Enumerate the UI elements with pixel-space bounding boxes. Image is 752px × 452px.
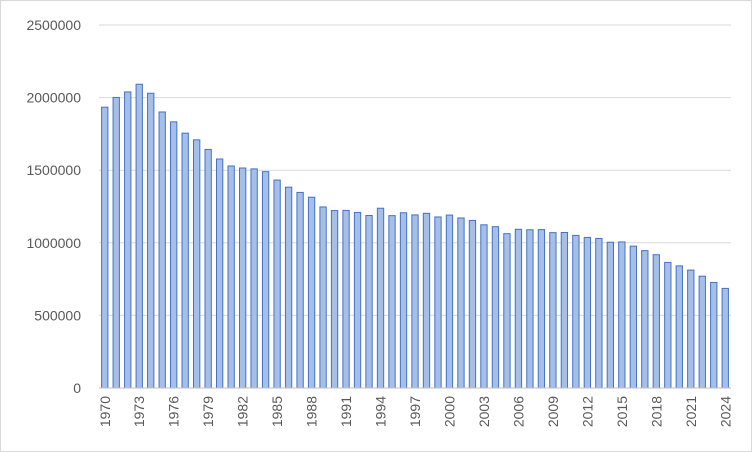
bar-1984 bbox=[261, 171, 270, 389]
y-tick-labels: 0 500000 1000000 1500000 2000000 2500000 bbox=[26, 17, 81, 396]
y-tick-label: 1500000 bbox=[26, 162, 81, 178]
bar-1979 bbox=[204, 148, 212, 389]
x-tick-label-2012: 2012 bbox=[579, 396, 595, 427]
x-tick-label-2018: 2018 bbox=[648, 396, 664, 427]
y-tick-label: 0 bbox=[73, 380, 81, 396]
bar-2019 bbox=[664, 261, 672, 389]
bar-1976 bbox=[170, 121, 178, 389]
bar-1985 bbox=[273, 179, 281, 389]
bar-1992 bbox=[353, 211, 362, 389]
bar-2023 bbox=[710, 281, 718, 389]
x-tick-label-1997: 1997 bbox=[407, 396, 423, 427]
y-tick-label: 500000 bbox=[34, 307, 81, 323]
bar-1973 bbox=[135, 83, 143, 389]
x-tick-label-1973: 1973 bbox=[131, 396, 147, 427]
bar-2001 bbox=[457, 217, 465, 389]
bar-2005 bbox=[503, 233, 511, 389]
bar-2008 bbox=[537, 229, 546, 389]
bar-2018 bbox=[652, 254, 660, 389]
x-tick-labels: 1970 1973 1976 1979 1982 1985 1988 1991 1994 1997… bbox=[97, 396, 734, 427]
bars bbox=[101, 83, 729, 389]
bar-2011 bbox=[572, 234, 580, 389]
bar-1982 bbox=[238, 167, 247, 389]
x-tick-label-2009: 2009 bbox=[545, 396, 561, 427]
bar-2017 bbox=[641, 250, 649, 389]
bar-1974 bbox=[147, 92, 155, 389]
x-tick-label-1976: 1976 bbox=[166, 396, 182, 427]
x-tick-label-2000: 2000 bbox=[441, 396, 457, 427]
x-tick-label-2021: 2021 bbox=[683, 396, 699, 427]
bar-2013 bbox=[595, 237, 603, 389]
bar-1998 bbox=[422, 212, 431, 389]
bar-1986 bbox=[284, 186, 293, 389]
bar-2007 bbox=[526, 229, 534, 389]
bar-2004 bbox=[491, 226, 500, 389]
bar-1993 bbox=[365, 215, 373, 389]
bar-1988 bbox=[307, 196, 316, 389]
x-tick-label-2006: 2006 bbox=[510, 396, 526, 427]
bar-2010 bbox=[560, 231, 569, 389]
x-tick-label-2024: 2024 bbox=[717, 396, 733, 427]
x-tick-label-2003: 2003 bbox=[476, 396, 492, 427]
x-tick-label-1970: 1970 bbox=[97, 396, 113, 427]
bar-1978 bbox=[193, 139, 201, 389]
x-tick-label-2015: 2015 bbox=[614, 396, 630, 427]
bar-1987 bbox=[296, 191, 304, 389]
bar-1994 bbox=[376, 207, 385, 389]
bar-1983 bbox=[250, 168, 258, 389]
bar-1972 bbox=[124, 91, 132, 389]
bar-1981 bbox=[227, 165, 235, 389]
bar-2022 bbox=[698, 275, 706, 389]
x-tick-label-1994: 1994 bbox=[373, 396, 389, 427]
bar-1980 bbox=[215, 158, 224, 389]
x-tick-label-1985: 1985 bbox=[269, 396, 285, 427]
bar-2006 bbox=[514, 228, 523, 389]
bar-2016 bbox=[629, 245, 637, 389]
x-tick-label-1991: 1991 bbox=[338, 396, 354, 427]
bar-2015 bbox=[618, 241, 626, 389]
y-tick-label: 1000000 bbox=[26, 235, 81, 251]
x-tick-label-1982: 1982 bbox=[235, 396, 251, 427]
x-tick-label-1979: 1979 bbox=[200, 396, 216, 427]
y-tick-label: 2500000 bbox=[26, 17, 81, 33]
bar-2009 bbox=[549, 232, 557, 389]
bar-2024 bbox=[721, 287, 729, 389]
bar-2020 bbox=[675, 265, 683, 389]
bar-1989 bbox=[319, 206, 327, 389]
bar-1999 bbox=[434, 216, 442, 389]
bar-2014 bbox=[606, 241, 615, 389]
bar-1991 bbox=[342, 209, 350, 389]
bar-2000 bbox=[445, 214, 454, 389]
x-tick-label-1988: 1988 bbox=[304, 396, 320, 427]
bar-1997 bbox=[411, 214, 419, 389]
bar-1975 bbox=[158, 111, 166, 389]
bar-1977 bbox=[181, 132, 189, 389]
y-tick-label: 2000000 bbox=[26, 90, 81, 106]
gridlines bbox=[99, 24, 731, 316]
bar-1971 bbox=[112, 96, 120, 389]
bar-2003 bbox=[480, 224, 488, 389]
bar-2012 bbox=[583, 236, 592, 389]
bar-1970 bbox=[101, 106, 109, 389]
bar-2021 bbox=[687, 269, 695, 389]
bar-1995 bbox=[388, 215, 396, 389]
bar-1996 bbox=[399, 212, 408, 389]
bar-1990 bbox=[330, 210, 339, 389]
bar-2002 bbox=[468, 219, 477, 389]
